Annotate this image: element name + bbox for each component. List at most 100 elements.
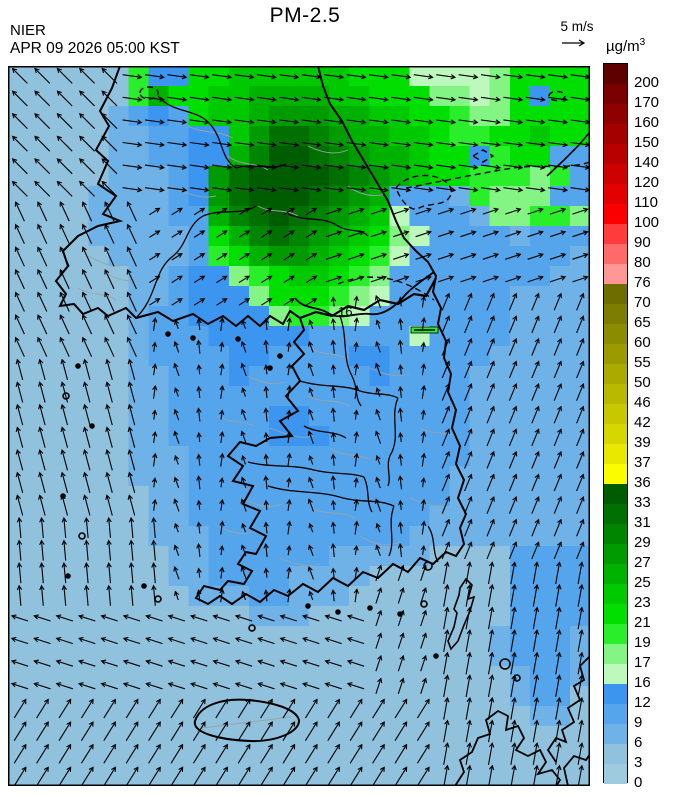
colorbar-tick-label: 46 bbox=[634, 394, 651, 411]
wind-arrow bbox=[441, 450, 451, 469]
wind-arrow bbox=[192, 721, 206, 741]
wind-arrow bbox=[437, 252, 455, 260]
wind-arrow bbox=[576, 473, 585, 492]
wind-arrow bbox=[555, 583, 562, 607]
colorbar-band bbox=[604, 524, 627, 544]
wind-arrow bbox=[78, 158, 95, 175]
wind-arrow bbox=[144, 164, 165, 170]
wind-arrow bbox=[549, 230, 567, 238]
wind-arrow bbox=[127, 426, 136, 448]
wind-arrow bbox=[464, 450, 473, 469]
wind-arrow bbox=[420, 477, 426, 488]
wind-arrow bbox=[215, 698, 228, 719]
wind-arrow bbox=[171, 230, 183, 238]
wind-arrow bbox=[14, 223, 25, 244]
colorbar-tick-label: 37 bbox=[634, 454, 651, 471]
wind-arrow bbox=[261, 230, 273, 238]
wind-arrow bbox=[327, 721, 340, 741]
wind-arrow bbox=[192, 766, 206, 786]
wind-arrow bbox=[11, 90, 28, 107]
wind-arrow bbox=[577, 629, 584, 652]
wind-arrow bbox=[397, 564, 405, 581]
wind-arrow bbox=[324, 636, 342, 645]
wind-arrow bbox=[149, 275, 161, 284]
wind-arrow bbox=[441, 405, 451, 424]
wind-arrow bbox=[240, 430, 247, 444]
wind-arrow bbox=[149, 207, 161, 216]
wind-arrow bbox=[282, 766, 296, 786]
wind-arrow bbox=[577, 651, 584, 675]
wind-arrow bbox=[460, 252, 477, 260]
wind-arrow bbox=[16, 584, 23, 606]
wind-arrow bbox=[56, 158, 73, 175]
wind-arrow bbox=[282, 721, 296, 741]
wind-arrow bbox=[279, 119, 300, 125]
wind-arrow bbox=[38, 494, 46, 516]
wind-arrow bbox=[375, 587, 383, 604]
wind-arrow bbox=[553, 450, 563, 469]
wind-arrow bbox=[415, 207, 432, 215]
wind-arrow bbox=[370, 252, 388, 260]
wind-arrow bbox=[55, 614, 74, 622]
wind-arrow bbox=[16, 516, 23, 539]
wind-arrow bbox=[397, 632, 405, 649]
wind-arrow bbox=[486, 337, 495, 356]
wind-arrow bbox=[38, 471, 46, 494]
wind-arrow bbox=[286, 498, 292, 511]
colorbar-band bbox=[604, 484, 627, 504]
wind-arrow bbox=[256, 96, 277, 103]
wind-arrow bbox=[510, 561, 517, 585]
wind-arrow bbox=[38, 426, 46, 448]
wind-arrow bbox=[263, 385, 269, 398]
wind-arrow bbox=[397, 317, 404, 331]
wind-arrow bbox=[56, 180, 73, 197]
wind-arrow bbox=[510, 719, 517, 743]
wind-arrow bbox=[212, 96, 233, 103]
wind-arrow bbox=[553, 337, 563, 356]
wind-arrow bbox=[240, 408, 247, 421]
wind-arrow bbox=[234, 614, 253, 622]
wind-arrow bbox=[304, 698, 318, 719]
wind-arrow bbox=[173, 498, 180, 512]
wind-arrow bbox=[148, 766, 161, 786]
wind-arrow bbox=[508, 473, 518, 492]
colorbar-tick-label: 80 bbox=[634, 254, 651, 271]
wind-arrow bbox=[104, 246, 115, 267]
wind-arrow bbox=[151, 498, 158, 511]
wind-arrow bbox=[240, 362, 247, 377]
wind-arrow bbox=[510, 696, 517, 720]
wind-arrow bbox=[145, 659, 163, 667]
wind-arrow bbox=[415, 275, 432, 283]
wind-arrow bbox=[458, 96, 479, 103]
wind-arrow bbox=[487, 719, 495, 743]
wind-arrow bbox=[14, 268, 25, 290]
wind-arrow bbox=[327, 766, 340, 786]
wind-arrow bbox=[256, 164, 277, 170]
wind-arrow bbox=[416, 721, 430, 741]
wind-arrow bbox=[437, 275, 455, 283]
wind-arrow bbox=[103, 743, 116, 764]
wind-arrow bbox=[465, 764, 472, 786]
wind-arrow bbox=[263, 407, 269, 422]
wind-arrow bbox=[189, 119, 210, 125]
wind-arrow bbox=[13, 721, 27, 741]
wind-arrow bbox=[219, 363, 225, 376]
wind-arrow bbox=[527, 275, 544, 283]
wind-arrow bbox=[465, 674, 472, 698]
wind-arrow bbox=[346, 614, 365, 622]
wind-arrow bbox=[148, 743, 161, 764]
colorbar-band bbox=[604, 124, 627, 144]
wind-arrow bbox=[302, 682, 320, 690]
wind-arrow bbox=[173, 544, 180, 556]
colorbar-band bbox=[604, 444, 627, 464]
wind-arrow bbox=[238, 252, 251, 261]
wind-arrow bbox=[525, 164, 546, 170]
wind-arrow bbox=[525, 96, 546, 103]
wind-arrow bbox=[36, 698, 49, 719]
wind-arrow bbox=[465, 742, 472, 765]
wind-arrow bbox=[531, 518, 540, 537]
wind-arrow bbox=[14, 314, 25, 335]
wind-arrow bbox=[190, 614, 208, 622]
wind-arrow bbox=[10, 614, 29, 622]
wind-arrow bbox=[105, 494, 113, 516]
